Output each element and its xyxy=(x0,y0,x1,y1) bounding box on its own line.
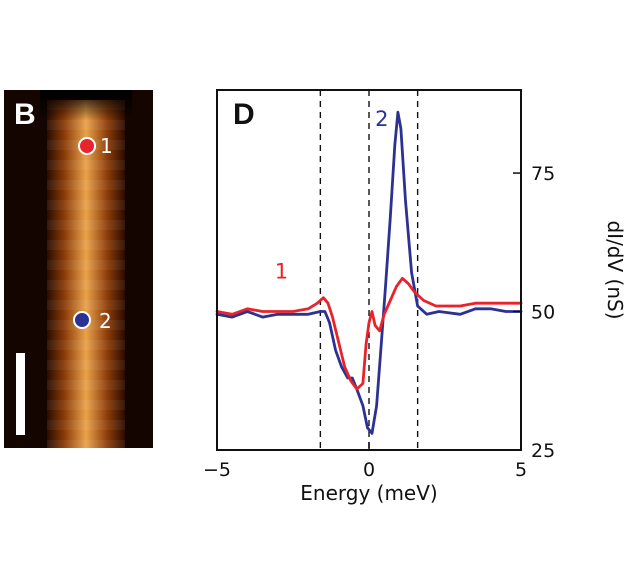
y-axis-ticks: 25 50 75 xyxy=(513,163,555,462)
y-tick-label: 50 xyxy=(531,302,555,324)
dashed-lines-group xyxy=(319,90,419,450)
x-axis-title: Energy (meV) xyxy=(300,481,437,505)
y-axis-title: dI/dV (nS) xyxy=(603,220,627,319)
x-axis-ticks: −5 0 5 xyxy=(203,442,527,481)
curve-label-2: 2 xyxy=(375,107,388,131)
panel-d-letter: D xyxy=(233,98,255,131)
series-group xyxy=(215,110,523,435)
series-2-line xyxy=(215,110,523,435)
x-tick-label: 0 xyxy=(363,459,375,481)
curve-label-1: 1 xyxy=(275,259,288,283)
y-tick-label: 25 xyxy=(531,440,555,462)
y-tick-label: 75 xyxy=(531,163,555,185)
x-tick-label: 5 xyxy=(515,459,527,481)
series-1-line xyxy=(215,276,523,391)
curve-labels: 12 xyxy=(275,107,389,283)
x-tick-label: −5 xyxy=(203,459,231,481)
